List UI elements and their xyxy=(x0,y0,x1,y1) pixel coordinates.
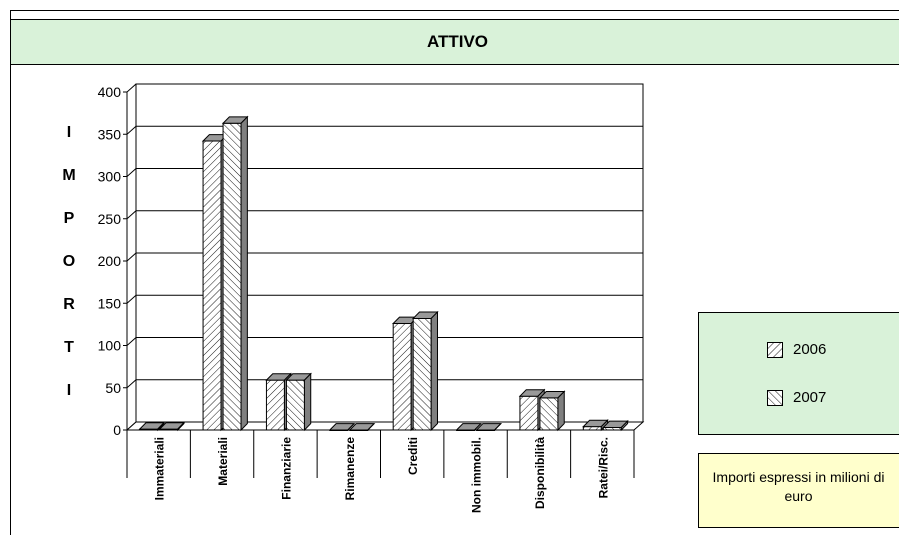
y-axis-label-letter: P xyxy=(64,210,75,227)
bar-front xyxy=(519,395,539,431)
bar-2006-3 xyxy=(328,423,356,431)
y-tick-label: 300 xyxy=(98,169,122,185)
bar-2007-7 xyxy=(602,419,629,432)
bar-front xyxy=(222,122,242,431)
bar-front xyxy=(539,397,559,431)
y-tick-label: 0 xyxy=(113,422,121,438)
x-tick-label: Non immobil. xyxy=(470,437,484,513)
gridline-side xyxy=(126,83,137,93)
bar-2007-2 xyxy=(285,372,312,432)
bar-side xyxy=(240,115,248,432)
bar-front xyxy=(412,317,432,431)
y-axis-label-letter: R xyxy=(63,296,75,313)
bar-side xyxy=(177,421,185,432)
y-tick-label: 200 xyxy=(98,253,122,269)
frame-left-border xyxy=(10,10,11,535)
y-axis-label-letter: T xyxy=(64,339,74,356)
legend-item-2006: 2006 xyxy=(767,341,826,358)
x-tick-label: Materiali xyxy=(216,437,230,486)
legend-item-2007: 2007 xyxy=(767,389,826,406)
x-tick-label: Disponibilità xyxy=(533,437,547,509)
bar-side xyxy=(430,310,438,432)
bar-front xyxy=(265,379,285,431)
y-tick-label: 350 xyxy=(98,126,122,142)
legend-swatch-2006 xyxy=(767,341,783,358)
legend-label-2006: 2006 xyxy=(793,341,827,358)
gridline-side xyxy=(126,294,137,304)
x-tick-label: Finanziarie xyxy=(279,437,293,500)
legend-swatch-2007 xyxy=(767,389,783,406)
gridline-side xyxy=(126,379,137,389)
bar-2006-5 xyxy=(455,423,483,431)
x-tick-label: Crediti xyxy=(406,437,420,475)
gridline-side xyxy=(126,252,137,262)
x-tick-labels: Immateriali Materiali Finanziarie Rimanenze… xyxy=(126,430,635,513)
chart-title-bar: ATTIVO xyxy=(10,19,899,65)
bar-2007-3 xyxy=(348,423,376,431)
bar-front xyxy=(582,426,602,431)
bar-front xyxy=(285,379,305,431)
units-note-text: Importi espressi in milioni di euro xyxy=(712,469,885,504)
y-axis-label-letter: I xyxy=(67,382,71,399)
chart-title: ATTIVO xyxy=(426,32,489,51)
bar-front xyxy=(392,323,412,431)
bar-side xyxy=(474,423,482,431)
x-tick-label: Rimanenze xyxy=(343,437,357,501)
gridline-side xyxy=(126,125,137,135)
y-tick-label: 50 xyxy=(105,380,121,396)
bar-2007-6 xyxy=(538,390,566,432)
bar-side xyxy=(347,423,355,431)
y-tick-label: 250 xyxy=(98,211,122,227)
bar-side xyxy=(157,421,165,432)
y-axis-label-letter: O xyxy=(63,253,75,270)
y-axis-label-letter: M xyxy=(62,167,75,184)
bar-2007-4 xyxy=(411,310,439,432)
gridline-side xyxy=(126,210,137,220)
y-tick-labels: 0 50 100 150 200 250 300 350 400 xyxy=(98,84,127,438)
units-note: Importi espressi in milioni di euro xyxy=(698,453,899,528)
gridline-side xyxy=(126,168,137,177)
bar-2007-1 xyxy=(221,115,249,432)
y-axis-label: I M P O R T I xyxy=(62,124,75,399)
bar-2007-0 xyxy=(158,421,186,432)
gridline-side xyxy=(126,337,137,346)
frame-top-border xyxy=(10,10,899,11)
legend-label-2007: 2007 xyxy=(793,389,827,406)
y-tick-label: 150 xyxy=(98,295,122,311)
bar-side xyxy=(557,390,565,432)
bar-side xyxy=(620,419,629,432)
x-tick-label: Immateriali xyxy=(153,437,167,500)
bar-2006-0 xyxy=(138,421,166,432)
x-tick-label: Ratei/Risc. xyxy=(596,437,610,498)
bar-2007-5 xyxy=(475,423,503,431)
y-tick-label: 400 xyxy=(98,84,122,100)
y-tick-label: 100 xyxy=(98,338,122,354)
bar-side xyxy=(303,372,312,432)
y-axis-label-letter: I xyxy=(67,124,71,141)
bar-side xyxy=(367,423,375,431)
legend: 2006 2007 xyxy=(698,312,899,435)
bar-series xyxy=(138,115,629,432)
bar-front xyxy=(202,140,222,431)
bar-side xyxy=(494,423,502,431)
